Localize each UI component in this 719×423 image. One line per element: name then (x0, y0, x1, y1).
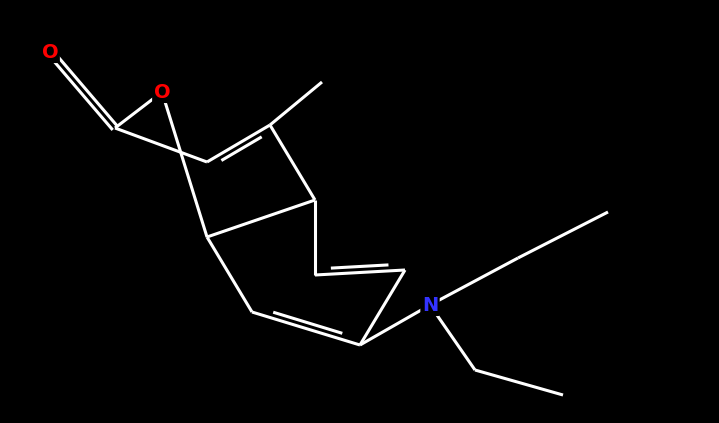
Text: O: O (154, 82, 170, 102)
Text: O: O (42, 42, 58, 61)
Text: N: N (422, 296, 438, 314)
